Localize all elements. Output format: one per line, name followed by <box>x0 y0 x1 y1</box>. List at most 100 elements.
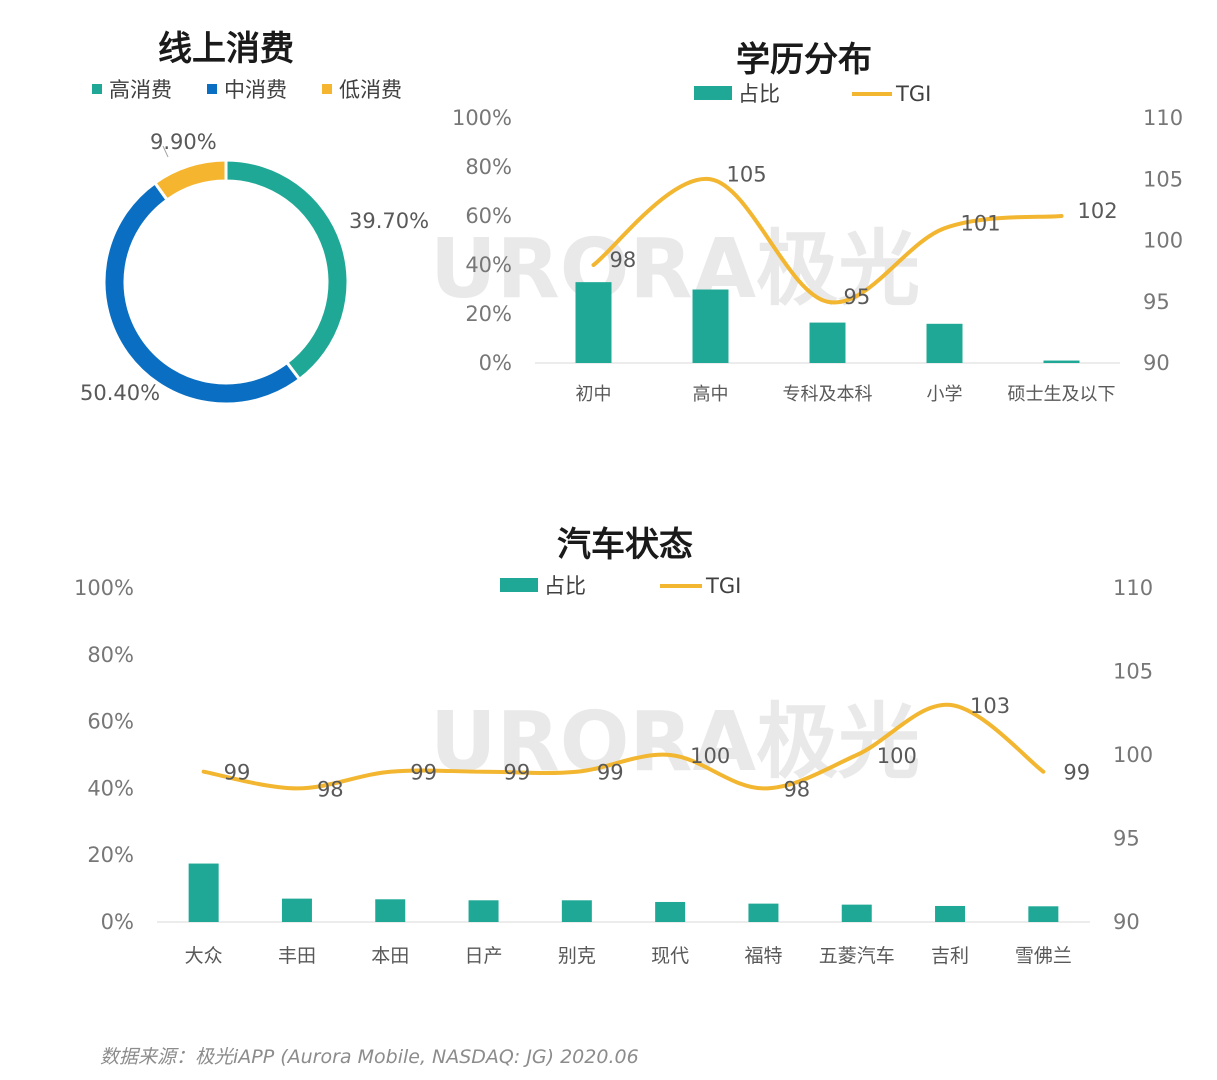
y2-tick-label: 95 <box>1113 827 1140 851</box>
tgi-data-label: 98 <box>783 777 810 801</box>
donut-slice <box>224 158 350 382</box>
category-label: 本田 <box>371 945 409 967</box>
education-title: 学历分布 <box>736 40 872 80</box>
bar <box>188 863 219 922</box>
tgi-data-label: 99 <box>410 761 437 785</box>
tgi-data-label: 100 <box>877 744 917 768</box>
y-tick-label: 100% <box>452 106 512 130</box>
legend-label-share: 占比 <box>544 574 586 598</box>
tgi-data-label: 99 <box>597 761 624 785</box>
category-label: 别克 <box>558 945 596 967</box>
legend-label-tgi: TGI <box>705 574 741 598</box>
tgi-data-label: 98 <box>610 248 637 272</box>
y2-tick-label: 110 <box>1113 576 1153 600</box>
tgi-labels: 98 105 95 101 102 <box>610 162 1118 309</box>
tgi-labels: 99 98 99 99 99 100 98 100 103 99 <box>224 694 1090 802</box>
tgi-line <box>201 702 1046 791</box>
y-axis-right: 110 105 100 95 90 <box>1113 576 1153 934</box>
category-label: 丰田 <box>278 945 316 967</box>
y-tick-label: 40% <box>87 776 134 800</box>
tgi-data-label: 101 <box>961 211 1001 235</box>
y2-tick-label: 105 <box>1143 167 1183 191</box>
slice-label-high: 39.70% <box>349 209 429 233</box>
y-tick-label: 60% <box>465 204 512 228</box>
legend-label-tgi: TGI <box>895 82 931 106</box>
bar <box>561 900 592 922</box>
bar <box>692 289 729 363</box>
tgi-data-label: 98 <box>317 777 344 801</box>
y2-tick-label: 105 <box>1113 660 1153 684</box>
tgi-data-label: 99 <box>224 761 251 785</box>
y2-tick-label: 110 <box>1143 106 1183 130</box>
y-tick-label: 80% <box>465 155 512 179</box>
legend-label-share: 占比 <box>738 82 780 106</box>
y-tick-label: 0% <box>479 351 512 375</box>
bars <box>575 282 1080 363</box>
car-title: 汽车状态 <box>557 525 693 565</box>
category-label: 高中 <box>693 384 729 405</box>
donut-slice <box>102 180 302 406</box>
bar <box>655 901 686 922</box>
category-label: 大众 <box>185 945 223 967</box>
donut-chart: 线上消费 高消费 中消费 低消费 9.90% 39.70% 50.40% <box>80 29 429 406</box>
legend-label-mid: 中消费 <box>224 78 287 102</box>
y-tick-label: 80% <box>87 643 134 667</box>
category-label: 日产 <box>465 945 503 967</box>
tgi-data-label: 100 <box>690 744 730 768</box>
bar <box>375 899 406 922</box>
slice-label-mid: 50.40% <box>80 381 160 405</box>
y-tick-label: 40% <box>465 253 512 277</box>
y-axis-right: 110 105 100 95 90 <box>1143 106 1183 375</box>
education-chart: 学历分布 占比 TGI 100% 80% 60% 40% 20% 0% 110 105 100… <box>452 40 1183 405</box>
tgi-line-path <box>591 177 1064 305</box>
legend-swatch-share <box>500 578 538 592</box>
leader-line <box>162 145 169 158</box>
bar <box>575 282 612 363</box>
category-labels: 大众 丰田 本田 日产 别克 现代 福特 五菱汽车 吉利 雪佛兰 <box>185 945 1072 967</box>
y-tick-label: 20% <box>87 843 134 867</box>
tgi-data-label: 105 <box>727 162 767 186</box>
legend-label-low: 低消费 <box>339 78 402 102</box>
tgi-line <box>591 177 1064 305</box>
y2-tick-label: 100 <box>1143 229 1183 253</box>
category-label: 专科及本科 <box>783 384 873 405</box>
bar <box>1028 906 1059 922</box>
category-labels: 初中 高中 专科及本科 小学 硕士生及以下 <box>576 384 1116 405</box>
category-label: 福特 <box>744 945 782 967</box>
legend-swatch-low <box>322 84 332 94</box>
bar <box>1043 360 1080 363</box>
bar <box>841 904 872 922</box>
source-note: 数据来源：极光iAPP (Aurora Mobile, NASDAQ: JG) … <box>100 1046 639 1068</box>
y2-tick-label: 90 <box>1143 351 1170 375</box>
legend-label-high: 高消费 <box>109 78 172 102</box>
y-tick-label: 0% <box>101 910 134 934</box>
car-chart: 汽车状态 占比 TGI 100% 80% 60% 40% 20% 0% 110 105 100… <box>74 525 1153 967</box>
category-label: 小学 <box>927 384 963 405</box>
bar <box>468 900 499 922</box>
category-label: 五菱汽车 <box>819 945 895 967</box>
tgi-data-label: 99 <box>504 761 531 785</box>
category-label: 初中 <box>576 384 612 405</box>
tgi-data-label: 103 <box>970 694 1010 718</box>
legend-swatch-high <box>92 84 102 94</box>
donut-title: 线上消费 <box>158 29 294 69</box>
category-label: 吉利 <box>931 945 969 967</box>
donut-slice <box>152 158 228 203</box>
bar <box>926 323 963 363</box>
y-axis-left: 100% 80% 60% 40% 20% 0% <box>74 576 134 934</box>
bar <box>281 898 312 922</box>
category-label: 雪佛兰 <box>1015 945 1072 967</box>
legend-swatch-share <box>694 86 732 100</box>
y-tick-label: 20% <box>465 302 512 326</box>
y-axis-left: 100% 80% 60% 40% 20% 0% <box>452 106 512 375</box>
y2-tick-label: 90 <box>1113 910 1140 934</box>
bar <box>809 322 846 363</box>
bar <box>935 905 966 922</box>
tgi-data-label: 95 <box>844 285 871 309</box>
tgi-line-path <box>201 702 1046 791</box>
donut-slices <box>102 158 350 406</box>
bars <box>188 863 1059 922</box>
slice-label-low: 9.90% <box>150 130 217 154</box>
tgi-data-label: 99 <box>1063 761 1090 785</box>
